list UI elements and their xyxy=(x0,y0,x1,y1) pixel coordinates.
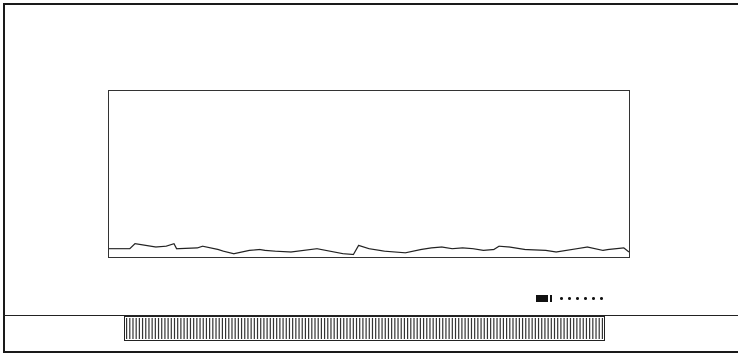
line-chart xyxy=(109,242,629,256)
horizontal-divider xyxy=(3,315,738,316)
plot-area xyxy=(108,90,630,258)
page-indicator-dot[interactable] xyxy=(568,297,571,300)
timeline-scrubber[interactable] xyxy=(124,316,605,341)
page-indicator-active[interactable] xyxy=(536,295,548,302)
page-indicator-dot[interactable] xyxy=(576,297,579,300)
page-indicator-separator xyxy=(550,295,552,302)
series-line xyxy=(109,242,629,256)
page-indicator-dot[interactable] xyxy=(584,297,587,300)
timeline-ticks xyxy=(126,318,603,339)
page-indicator-dot[interactable] xyxy=(592,297,595,300)
page-indicator-dot[interactable] xyxy=(600,297,603,300)
window-frame xyxy=(3,3,738,353)
page-indicator-dot[interactable] xyxy=(560,297,563,300)
